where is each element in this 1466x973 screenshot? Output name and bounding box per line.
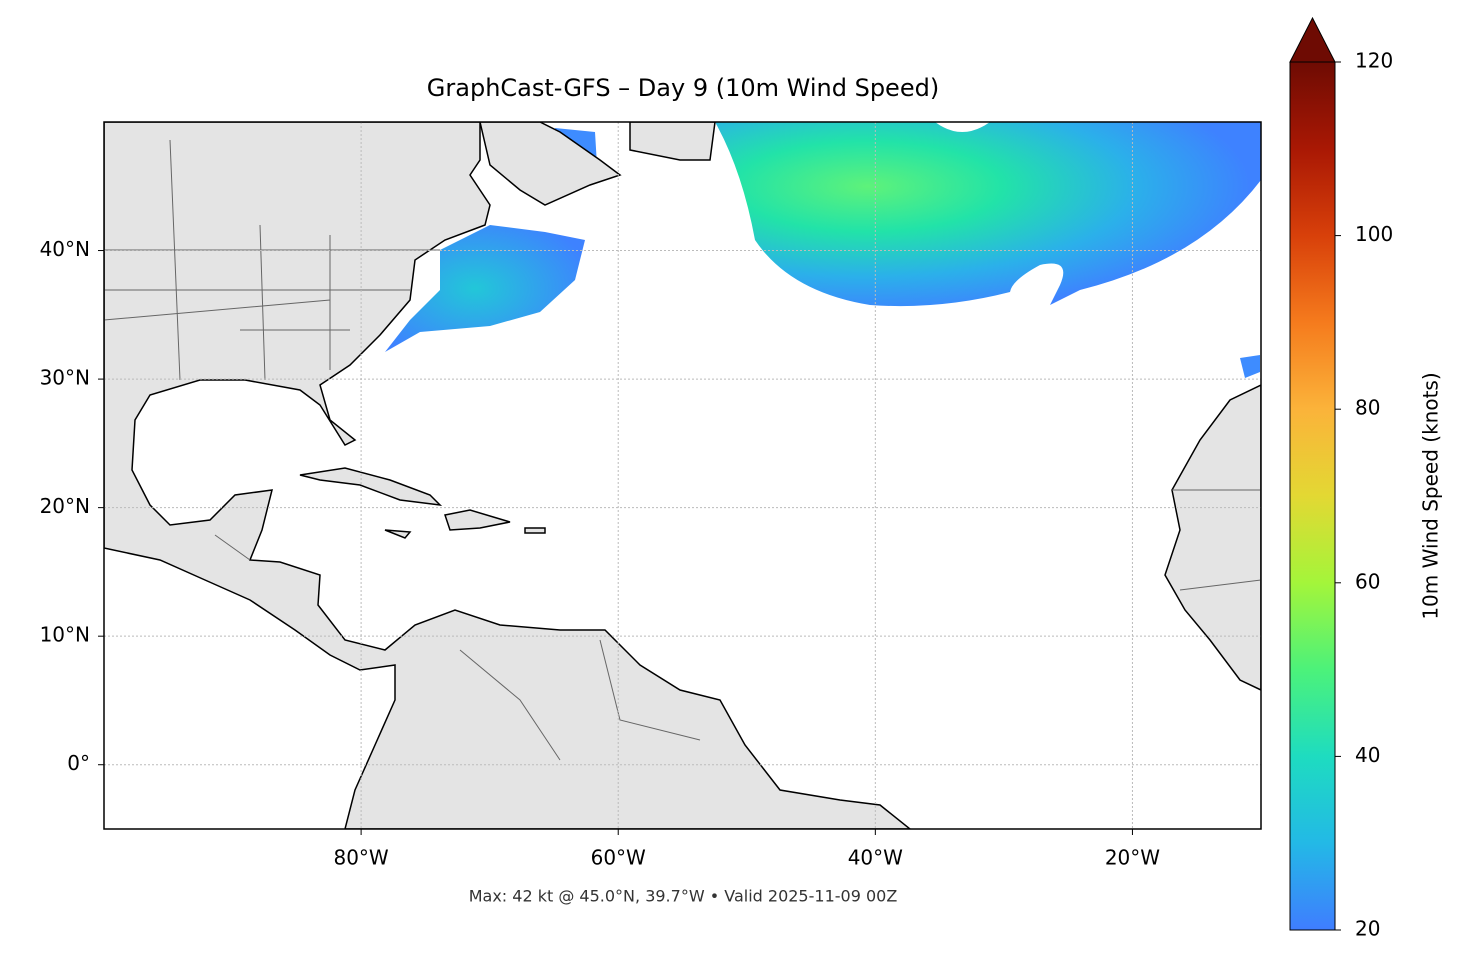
wind-field [715,122,1261,307]
x-tick-label: 20°W [1105,846,1160,870]
colorbar-tick-label: 20 [1355,917,1380,941]
x-tick-label: 60°W [591,846,646,870]
footer: Max: 42 kt @ 45.0°N, 39.7°W • Valid 2025… [469,887,898,906]
y-tick-label: 0° [67,751,90,775]
x-tick-label: 80°W [333,846,388,870]
colorbar-tick-label: 80 [1355,396,1380,420]
map-frame [103,121,1262,830]
colorbar-extend [1289,16,1336,63]
map [104,122,1261,829]
colorbar-tick-label: 40 [1355,743,1380,767]
colorbar: 20 40 60 80 100 120 [1289,16,1393,941]
y-tick-label: 20°N [40,494,90,518]
colorbar-tick-label: 60 [1355,569,1380,593]
borders [104,139,1261,761]
y-tick-label: 40°N [40,237,90,261]
land [299,122,1261,691]
colorbar-tick-label: 100 [1355,222,1393,246]
wind-field [385,225,585,352]
colorbar-label: 10m Wind Speed (knots) [1419,372,1443,619]
grid [98,122,1261,835]
y-tick-label: 30°N [40,366,90,390]
colorbar-tick-label: 120 [1355,49,1393,73]
colorbar-scale [1289,61,1336,931]
y-tick-label: 10°N [40,623,90,647]
chart-title: GraphCast-GFS – Day 9 (10m Wind Speed) [427,74,939,102]
x-tick-label: 40°W [848,846,903,870]
land [104,122,912,829]
